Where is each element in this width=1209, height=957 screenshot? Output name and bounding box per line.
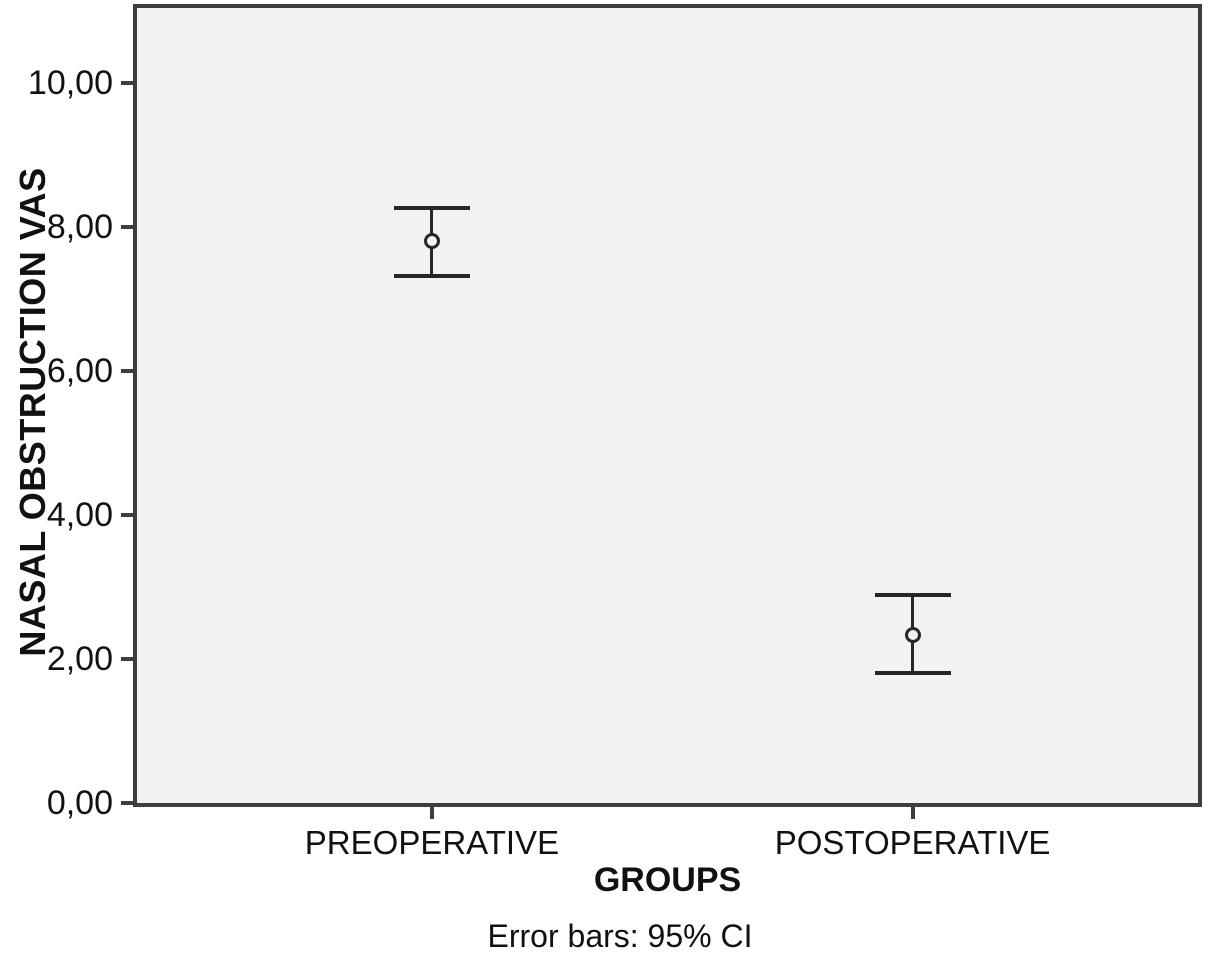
y-tick-label: 4,00 [46,495,113,534]
y-tick-mark [121,512,134,517]
error-bar-cap-top [874,592,951,597]
x-axis-category-label: POSTOPERATIVE [774,824,1051,861]
plot-area [133,4,1202,807]
x-tick-mark [910,806,915,819]
y-tick-mark [121,801,134,805]
y-tick-label: 8,00 [46,207,113,246]
error-bar-cap-bottom [874,671,951,676]
mean-marker [423,233,440,250]
y-tick-label: 2,00 [46,639,113,678]
mean-marker [904,627,921,644]
y-tick-label: 6,00 [46,351,113,390]
error-bar-cap-bottom [393,273,470,278]
y-tick-mark [121,656,134,661]
x-axis-category-label: PREOPERATIVE [304,824,560,861]
error-bars-footnote: Error bars: 95% CI [487,918,753,954]
y-tick-label: 0,00 [46,784,113,822]
y-tick-mark [121,368,134,373]
x-tick-mark [429,806,434,819]
y-tick-mark [121,80,134,85]
x-axis-title: GROUPS [593,861,742,899]
error-bar-cap-top [393,206,470,211]
y-tick-mark [121,224,134,229]
y-tick-label: 10,00 [27,63,113,102]
